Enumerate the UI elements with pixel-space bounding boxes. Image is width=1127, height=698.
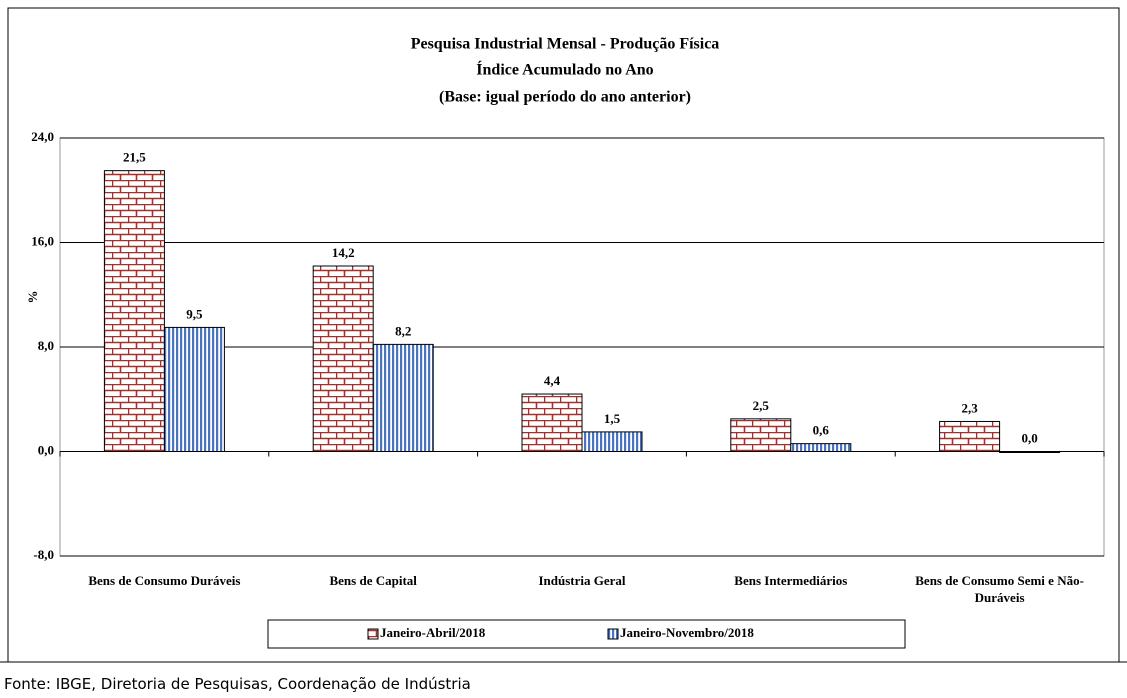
legend-swatch — [607, 628, 619, 640]
legend-label: Janeiro-Novembro/2018 — [620, 625, 754, 640]
y-axis-label: % — [25, 291, 40, 304]
value-label: 4,4 — [544, 373, 561, 388]
bar — [790, 443, 852, 453]
y-tick-label: 0,0 — [38, 442, 54, 457]
bar — [999, 451, 1061, 453]
legend-label: Janeiro-Abril/2018 — [380, 625, 486, 640]
chart-title: (Base: igual período do ano anterior) — [439, 89, 691, 106]
bar — [730, 418, 792, 452]
x-tick-label: Bens de Consumo Duráveis — [88, 573, 241, 588]
value-label: 2,5 — [753, 398, 770, 413]
chart-title: Pesquisa Industrial Mensal - Produção Fí… — [411, 36, 720, 53]
value-label: 14,2 — [332, 245, 355, 260]
value-label: 21,5 — [123, 150, 146, 165]
x-tick-label: Indústria Geral — [538, 573, 626, 588]
legend-frame — [267, 619, 906, 649]
legend-swatch — [367, 628, 379, 640]
bar — [163, 326, 225, 452]
value-label: 9,5 — [186, 306, 203, 321]
value-label: 2,3 — [961, 400, 978, 415]
bar — [372, 343, 434, 453]
chart-title: Índice Acumulado no Ano — [476, 60, 653, 79]
y-tick-label: 8,0 — [38, 338, 54, 353]
footer: Fonte: IBGE, Diretoria de Pesquisas, Coo… — [4, 675, 471, 693]
y-tick-label: 16,0 — [31, 233, 54, 248]
bar — [581, 431, 643, 452]
value-label: 1,5 — [604, 411, 621, 426]
x-tick-label: Bens Intermediários — [734, 573, 848, 588]
bar — [103, 170, 165, 452]
bar — [521, 393, 583, 452]
y-tick-label: 24,0 — [31, 129, 54, 144]
y-tick-label: -8,0 — [33, 547, 54, 562]
bar — [939, 420, 1001, 452]
x-tick-label: Bens de Capital — [329, 573, 417, 588]
value-label: 0,6 — [813, 423, 830, 438]
x-tick-label: Bens de Consumo Semi e Não-Duráveis — [915, 573, 1084, 605]
bar — [312, 265, 374, 453]
value-label: 8,2 — [395, 323, 411, 338]
value-label: 0,0 — [1021, 430, 1037, 445]
